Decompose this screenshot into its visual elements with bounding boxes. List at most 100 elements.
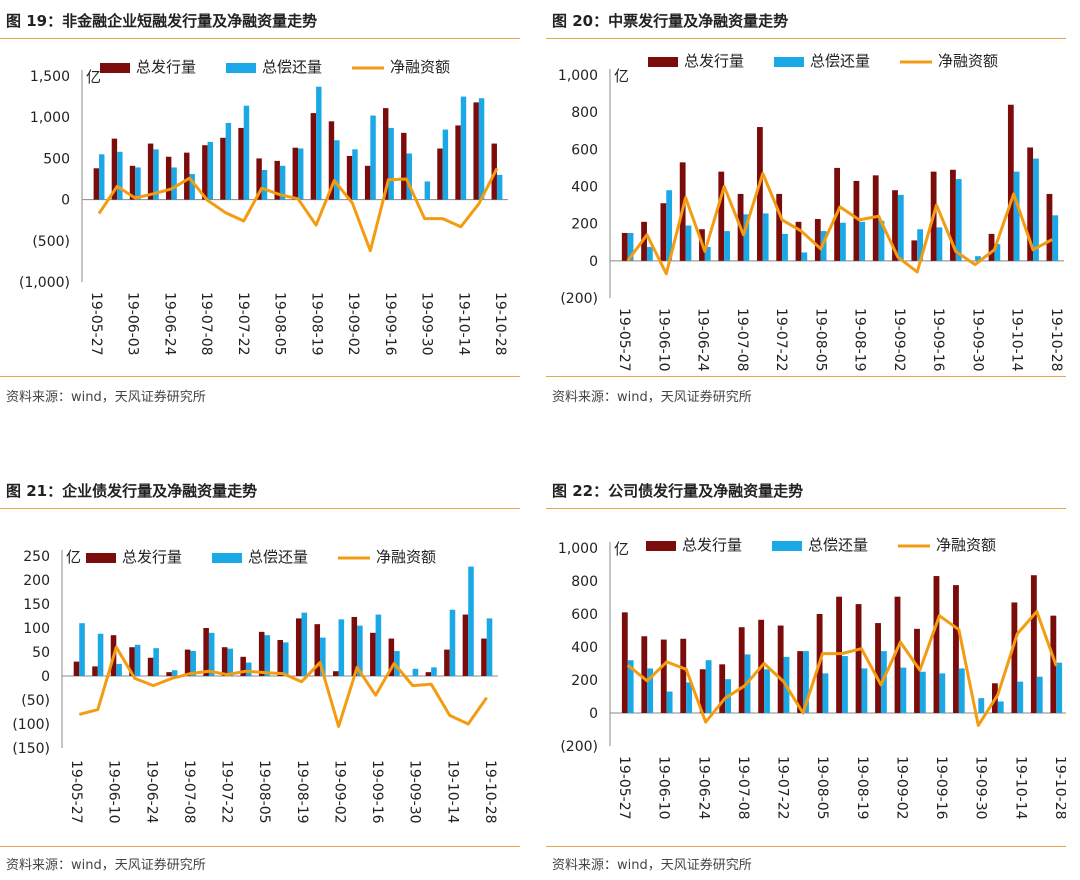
legend-label-net: 净融资额 <box>938 52 998 70</box>
source-divider <box>546 846 1066 847</box>
bar-repay <box>243 105 250 200</box>
bar-issue <box>388 638 395 676</box>
bar-issue <box>892 190 898 261</box>
bar-issue <box>660 639 667 713</box>
bar-issue <box>621 232 628 261</box>
bar-repay <box>283 642 289 676</box>
title-divider <box>546 508 1066 509</box>
bar-repay <box>861 668 868 713</box>
x-tick-label: 19-10-14 <box>455 292 471 356</box>
bar-repay <box>1017 681 1024 713</box>
bar-issue <box>462 614 469 676</box>
y-tick-label: 0 <box>589 706 598 722</box>
bar-issue <box>295 618 302 676</box>
bar-repay <box>99 154 105 200</box>
y-tick-label: 0 <box>41 669 50 685</box>
bar-repay <box>1013 171 1020 261</box>
bar-repay <box>370 115 376 200</box>
bar-repay <box>1036 676 1043 713</box>
bar-issue <box>184 649 191 676</box>
bar-issue <box>776 193 783 261</box>
title-divider <box>0 508 520 509</box>
bar-repay <box>975 256 981 261</box>
bar-repay <box>301 612 308 676</box>
bar-issue <box>455 125 461 200</box>
title-divider <box>546 38 1066 39</box>
bar-issue <box>719 664 726 713</box>
unit-label: 亿 <box>86 68 101 86</box>
x-tick-label: 19-07-22 <box>775 756 791 820</box>
x-tick-label: 19-07-22 <box>219 760 235 824</box>
bar-repay <box>316 86 322 200</box>
y-tick-label: 600 <box>571 142 598 158</box>
bar-issue <box>795 221 802 261</box>
x-tick-label: 19-06-24 <box>695 756 711 820</box>
bar-issue <box>481 638 487 676</box>
bar-repay <box>375 614 382 676</box>
chart-20: 1,000 800 600 400 200 0 (200) 亿 19-05-27 19-06-10… <box>558 52 1064 372</box>
bar-repay <box>900 667 907 713</box>
bar-issue <box>756 127 763 261</box>
bar-issue <box>641 221 647 261</box>
bar-issue <box>165 156 172 200</box>
bar-issue <box>855 604 862 713</box>
bar-issue <box>333 671 339 676</box>
bar-repay <box>897 194 904 261</box>
bar-repay <box>357 625 363 676</box>
bar-repay <box>320 637 326 676</box>
y-tick-label: 1,000 <box>558 68 598 84</box>
bar-repay <box>486 618 493 676</box>
bar-repay <box>917 229 924 261</box>
legend-swatch-issue <box>100 63 130 73</box>
line-net-financing <box>626 610 1058 727</box>
bar-repay <box>878 220 885 261</box>
bar-issue <box>202 145 208 200</box>
y-tick-label: 600 <box>571 607 598 623</box>
bar-repay <box>189 174 195 200</box>
bar-repay <box>705 660 712 713</box>
x-tick-label: 19-07-08 <box>735 756 751 820</box>
bar-repay <box>431 667 437 676</box>
bar-issue <box>147 657 154 676</box>
legend-label-issue: 总发行量 <box>682 536 742 554</box>
bar-issue <box>93 168 100 200</box>
y-tick-label: 400 <box>571 640 598 656</box>
chart-panel-20: 图 20：中票发行量及净融资量走势 1,000 800 600 400 200 0 (200… <box>546 4 1066 414</box>
bar-repay <box>79 623 85 676</box>
y-tick-label: (200) <box>560 739 598 755</box>
bar-issue <box>911 240 918 261</box>
y-tick-label: 1,000 <box>558 541 598 557</box>
x-tick-label: 19-06-24 <box>695 308 711 372</box>
bar-issue <box>220 137 226 200</box>
y-tick-label: 1,500 <box>30 69 70 85</box>
bar-issue <box>277 640 283 676</box>
bar-issue <box>1027 147 1034 261</box>
bar-issue <box>129 165 136 200</box>
bar-issue <box>777 625 784 713</box>
bar-repay <box>264 635 271 676</box>
x-tick-label: 19-07-22 <box>773 308 789 372</box>
legend-label-net: 净融资额 <box>376 548 436 566</box>
bar-issue <box>92 666 98 676</box>
legend-label-net: 净融资额 <box>936 536 996 554</box>
bar-repay <box>190 651 196 676</box>
bar-repay <box>208 632 215 676</box>
source-divider <box>0 846 520 847</box>
x-tick-label: 19-09-16 <box>369 760 385 824</box>
x-tick-label: 19-10-28 <box>1052 756 1066 820</box>
bar-repay <box>245 662 252 676</box>
x-tick-label: 19-08-19 <box>852 308 868 372</box>
x-tick-label: 19-09-16 <box>933 756 949 820</box>
bar-repay <box>919 671 926 713</box>
bar-issue <box>401 132 407 200</box>
y-tick-label: 150 <box>23 597 50 613</box>
bar-repay <box>460 96 467 200</box>
bar-repay <box>334 140 340 200</box>
x-tick-label: 19-08-05 <box>814 756 830 820</box>
legend-label-net: 净融资额 <box>390 58 450 76</box>
legend-swatch-repay <box>226 63 256 73</box>
y-tick-label: 500 <box>43 151 70 167</box>
bar-repay <box>134 644 141 676</box>
y-tick-label: 200 <box>571 217 598 233</box>
bar-repay <box>686 682 693 713</box>
